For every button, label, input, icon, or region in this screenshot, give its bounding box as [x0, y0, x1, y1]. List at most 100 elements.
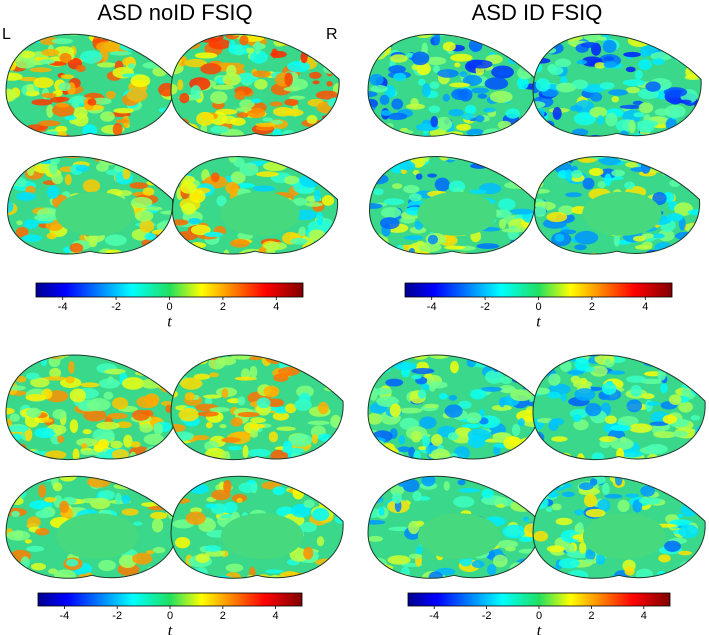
activation-blob: [634, 244, 653, 250]
brain: [171, 34, 340, 137]
activation-blob: [302, 243, 318, 250]
activation-blob: [312, 457, 329, 460]
activation-blob: [7, 200, 14, 213]
activation-blob: [278, 366, 301, 376]
activation-blob: [411, 64, 418, 71]
activation-blob: [410, 430, 422, 443]
activation-blob: [581, 468, 596, 476]
activation-blob: [437, 138, 444, 145]
medial-wall: [417, 191, 497, 236]
activation-blob: [574, 244, 587, 251]
activation-blob: [428, 571, 444, 579]
activation-blob: [225, 468, 234, 473]
activation-blob: [383, 198, 405, 206]
activation-blob: [239, 162, 259, 177]
activation-blob: [21, 578, 30, 588]
activation-blob: [239, 461, 257, 466]
activation-blob: [51, 38, 74, 45]
activation-blob: [533, 132, 542, 137]
activation-blob: [162, 355, 171, 369]
activation-blob: [75, 136, 86, 137]
activation-blob: [378, 506, 385, 516]
activation-blob: [686, 156, 697, 166]
activation-blob: [274, 406, 289, 414]
activation-blob: [427, 173, 438, 178]
activation-blob: [485, 34, 509, 36]
activation-blob: [390, 354, 405, 356]
activation-blob: [693, 571, 706, 579]
activation-blob: [376, 361, 392, 374]
activation-blob: [223, 249, 230, 255]
activation-blob: [502, 130, 526, 137]
activation-blob: [566, 345, 578, 352]
activation-blob: [128, 451, 138, 460]
activation-blob: [53, 569, 77, 579]
activation-blob: [533, 35, 551, 49]
activation-blob: [130, 74, 151, 88]
activation-blob: [315, 90, 339, 100]
activation-blob: [449, 354, 464, 356]
activation-blob: [96, 421, 120, 430]
activation-blob: [263, 385, 280, 398]
activation-blob: [171, 40, 182, 47]
activation-blob: [151, 229, 171, 235]
activation-blob: [64, 115, 77, 121]
activation-blob: [515, 357, 529, 369]
activation-blob: [15, 375, 27, 383]
activation-blob: [195, 457, 208, 460]
activation-blob: [34, 214, 58, 222]
activation-blob: [421, 83, 431, 97]
activation-blob: [685, 126, 693, 132]
activation-blob: [578, 541, 587, 554]
activation-blob: [330, 414, 341, 428]
activation-blob: [387, 112, 408, 121]
activation-blob: [171, 476, 179, 481]
activation-blob: [46, 232, 57, 240]
activation-blob: [276, 426, 296, 431]
activation-blob: [293, 359, 313, 367]
activation-blob: [273, 373, 289, 382]
colorbar: -4 -2 0 2 4 t: [37, 592, 303, 635]
colorbar-tick-label: 0: [166, 301, 172, 313]
activation-blob: [389, 403, 401, 418]
activation-blob: [408, 257, 427, 262]
activation-blob: [19, 76, 39, 82]
activation-blob: [681, 175, 700, 181]
activation-blob: [464, 104, 477, 115]
activation-blob: [555, 456, 568, 460]
activation-blob: [434, 177, 450, 192]
activation-blob: [504, 181, 526, 189]
activation-blob: [373, 387, 392, 396]
activation-blob: [161, 503, 174, 509]
activation-blob: [22, 234, 42, 242]
activation-blob: [500, 376, 512, 385]
activation-blob: [448, 82, 470, 88]
activation-blob: [300, 573, 309, 579]
activation-blob: [684, 368, 692, 379]
activation-blob: [369, 173, 389, 185]
activation-blob: [653, 251, 670, 255]
activation-blob: [187, 131, 202, 137]
activation-blob: [300, 522, 317, 533]
activation-blob: [171, 423, 186, 433]
activation-blob: [666, 213, 684, 222]
activation-blob: [106, 34, 121, 41]
activation-blob: [180, 377, 203, 390]
activation-blob: [496, 539, 519, 549]
activation-blob: [652, 58, 665, 66]
activation-blob: [416, 240, 425, 248]
activation-blob: [567, 370, 584, 375]
activation-blob: [572, 414, 582, 423]
activation-blob: [66, 559, 79, 567]
activation-blob: [668, 40, 685, 47]
activation-blob: [15, 226, 29, 238]
activation-blob: [112, 123, 123, 136]
activation-blob: [9, 445, 21, 453]
activation-blob: [534, 387, 551, 395]
activation-blob: [256, 397, 271, 409]
activation-blob: [175, 360, 193, 371]
activation-blob: [516, 121, 536, 127]
activation-blob: [408, 193, 422, 202]
activation-blob: [539, 25, 551, 33]
activation-blob: [546, 212, 568, 223]
